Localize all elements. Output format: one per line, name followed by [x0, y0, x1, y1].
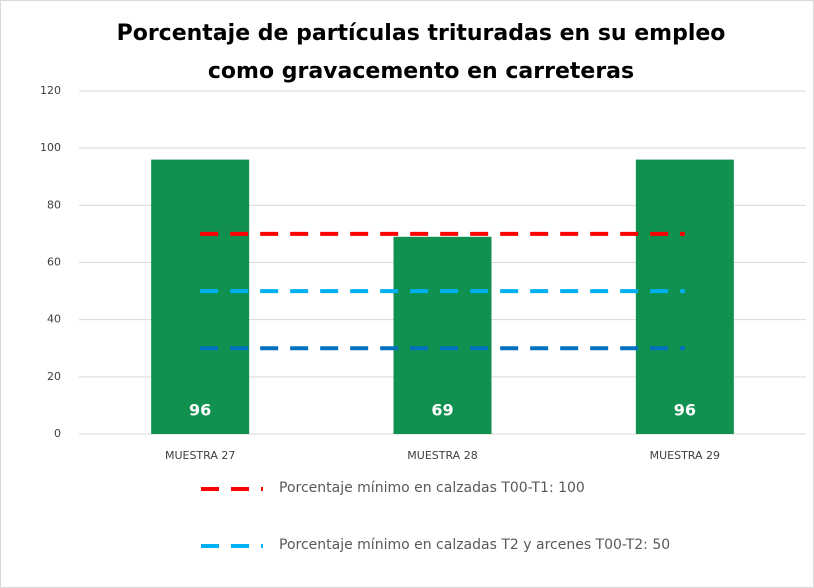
y-tick-label: 40 — [47, 313, 61, 326]
data-label: 96 — [674, 401, 696, 420]
legend-label: Porcentaje mínimo en calzadas T2 y arcen… — [279, 537, 671, 553]
bar — [635, 159, 734, 434]
y-tick-label: 100 — [40, 141, 61, 154]
y-tick-label: 0 — [54, 427, 61, 440]
x-tick-label: MUESTRA 28 — [407, 449, 477, 462]
bar — [393, 236, 492, 434]
x-tick-label: MUESTRA 29 — [650, 449, 720, 462]
data-label: 69 — [431, 401, 453, 420]
data-label: 96 — [189, 401, 211, 420]
y-tick-label: 120 — [40, 84, 61, 97]
bar — [151, 159, 250, 434]
y-tick-label: 80 — [47, 198, 61, 211]
chart-title: Porcentaje de partículas trituradas en s… — [116, 21, 726, 84]
y-tick-label: 20 — [47, 370, 61, 383]
x-tick-label: MUESTRA 27 — [165, 449, 235, 462]
legend-label: Porcentaje mínimo en calzadas T00-T1: 10… — [279, 480, 585, 496]
y-tick-label: 60 — [47, 256, 61, 269]
